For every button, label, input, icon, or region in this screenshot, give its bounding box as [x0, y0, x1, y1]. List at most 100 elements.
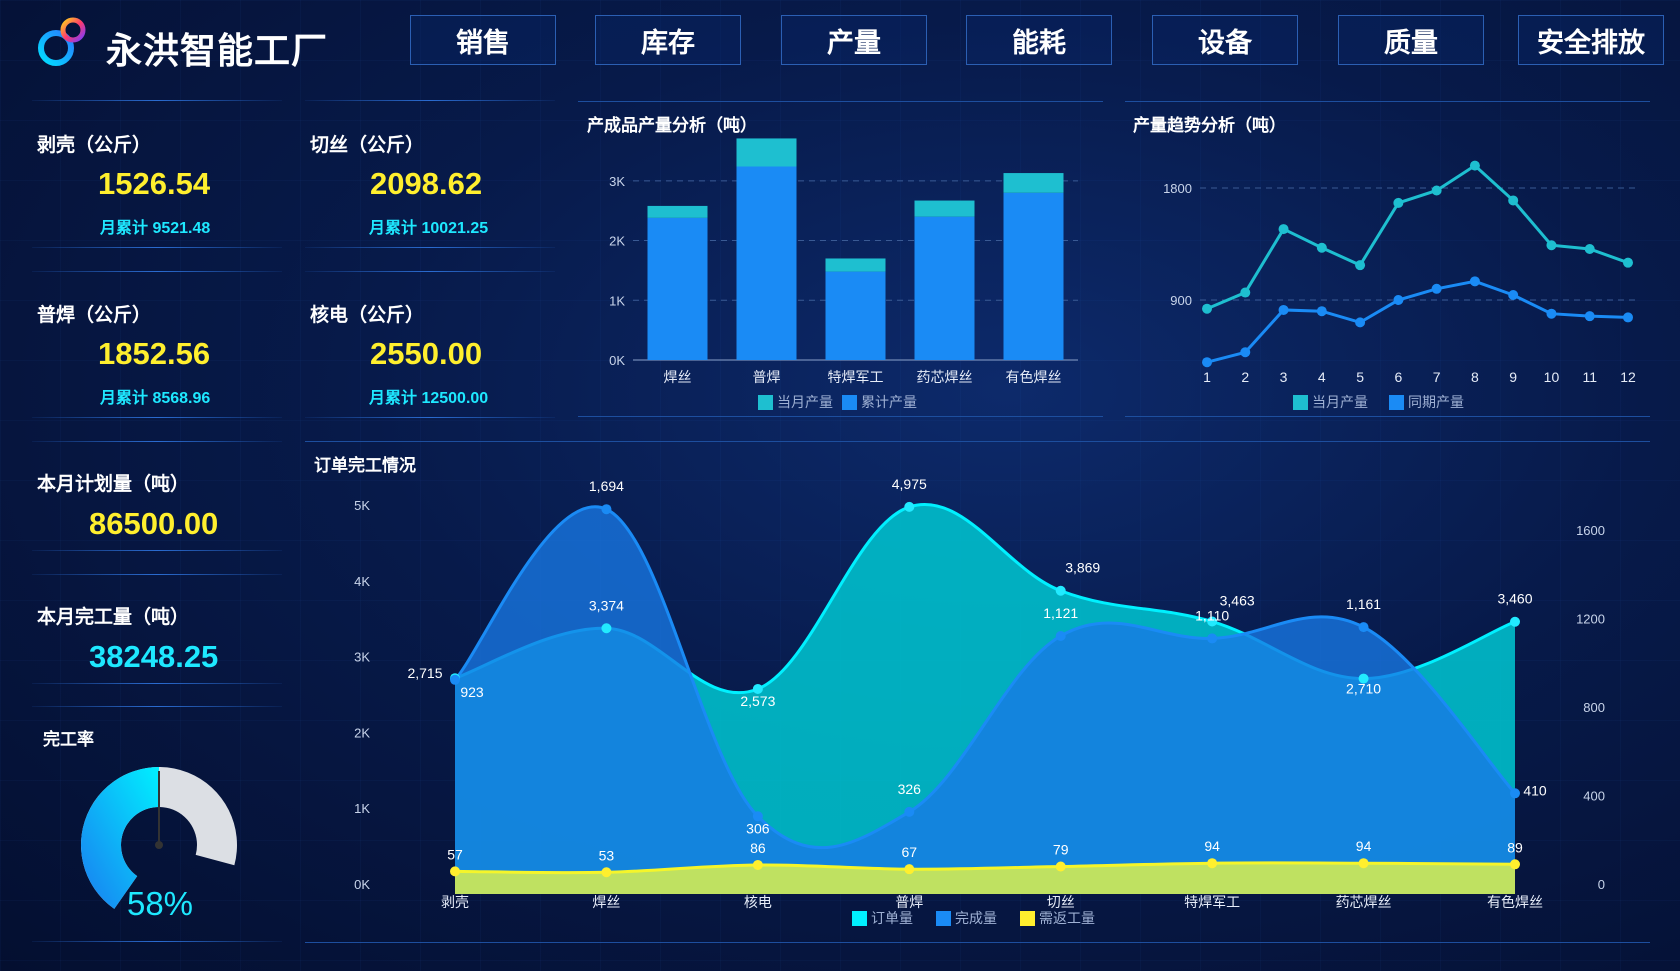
legend-swatch [1020, 911, 1035, 926]
kpi-hedian-sub: 月累计 12500.00 [369, 390, 489, 407]
data-point [1546, 308, 1557, 319]
data-point [1546, 240, 1557, 251]
order-point [752, 683, 763, 694]
order-value-label: 2,573 [740, 693, 775, 709]
rework-value-label: 89 [1507, 839, 1523, 855]
y-tick-label-right: 800 [1583, 700, 1605, 715]
rework-value-label: 94 [1204, 838, 1220, 854]
x-tick-label: 6 [1394, 369, 1402, 385]
order-value-label: 3,460 [1497, 591, 1532, 607]
legend-label: 需返工量 [1039, 910, 1095, 926]
rework-value-label: 53 [599, 847, 615, 863]
done-point [1207, 633, 1218, 644]
bar-cumulative [1003, 192, 1064, 360]
rework-area [455, 862, 1515, 894]
bar-monthly [825, 258, 886, 272]
nav-quality[interactable]: 质量 [1338, 15, 1484, 65]
legend-label: 累计产量 [861, 394, 917, 410]
y-tick-label: 900 [1170, 293, 1192, 308]
order-value-label: 4,975 [892, 476, 927, 492]
area-panel [305, 441, 1650, 943]
area-chart: 0K 1K 2K 3K 4K 5K 0 400 800 1200 1600 2,715 3,374 2,5… [354, 476, 1605, 926]
rework-point [1358, 858, 1369, 869]
kpi-hedian-label: 核电（公斤） [310, 305, 425, 326]
done-point [904, 806, 915, 817]
order-value-label: 2,715 [407, 665, 442, 681]
data-point [1469, 160, 1480, 171]
done-point [450, 674, 460, 685]
kpi-boxing-value: 1526.54 [98, 166, 211, 201]
x-tick-label: 药芯焊丝 [1336, 894, 1392, 910]
done-point [1510, 788, 1520, 799]
data-point [1469, 276, 1480, 287]
legend-label: 当月产量 [1312, 394, 1368, 410]
data-point [1202, 357, 1212, 368]
nav-energy[interactable]: 能耗 [966, 15, 1112, 65]
order-point [1207, 616, 1218, 627]
data-point [1584, 243, 1595, 254]
kpi-hedian-value: 2550.00 [370, 336, 483, 371]
gauge-value: 58% [126, 885, 194, 922]
data-point [1240, 287, 1251, 298]
kpi-boxing-label: 剥壳（公斤） [37, 135, 152, 156]
data-point [1623, 257, 1633, 268]
x-tick-label: 12 [1620, 369, 1636, 385]
nav-output[interactable]: 产量 [781, 15, 927, 65]
kpi-qiesi-value: 2098.62 [370, 166, 483, 201]
data-point [1278, 304, 1289, 315]
nav-safety-emission[interactable]: 安全排放 [1518, 15, 1664, 65]
order-point [1510, 616, 1520, 627]
order-value-label: 3,374 [589, 597, 624, 613]
kpi-done-label: 本月完工量（吨） [37, 607, 190, 628]
legend-label: 同期产量 [1408, 394, 1464, 410]
divider [32, 574, 282, 575]
y-tick-label: 2K [609, 234, 625, 249]
rework-value-label: 94 [1356, 838, 1372, 854]
bar-cumulative [736, 166, 797, 360]
nav-equipment[interactable]: 设备 [1152, 15, 1298, 65]
done-value-label: 1,694 [589, 478, 624, 494]
divider [305, 100, 555, 101]
x-tick-label: 3 [1280, 369, 1288, 385]
nav-sales[interactable]: 销售 [410, 15, 556, 65]
rework-point [450, 866, 460, 877]
legend-label: 订单量 [871, 910, 913, 926]
legend-swatch [842, 395, 857, 410]
y-tick-label: 3K [609, 174, 625, 189]
order-value-label: 3,869 [1065, 560, 1100, 576]
y-tick-label-right: 1600 [1576, 523, 1605, 538]
y-tick-label-left: 5K [354, 498, 370, 513]
data-point [1508, 195, 1519, 206]
line-panel [1125, 101, 1650, 417]
kpi-done-value: 38248.25 [89, 639, 219, 674]
x-tick-label: 特焊军工 [1184, 894, 1240, 910]
done-value-label: 1,161 [1346, 596, 1381, 612]
x-tick-label: 核电 [744, 894, 772, 910]
kpi-puhan-label: 普焊（公斤） [37, 305, 152, 326]
done-value-label: 326 [898, 781, 922, 797]
divider [305, 271, 555, 272]
legend-swatch [1389, 395, 1404, 410]
divider [32, 550, 282, 551]
x-tick-label: 10 [1544, 369, 1560, 385]
order-value-label: 3,463 [1220, 593, 1255, 609]
y-tick-label: 0K [609, 353, 625, 368]
y-tick-label: 1800 [1163, 181, 1192, 196]
series-line [1206, 279, 1629, 364]
nav-inventory[interactable]: 库存 [595, 15, 741, 65]
rework-point [1510, 859, 1520, 870]
data-point [1278, 224, 1289, 235]
y-tick-label-left: 3K [354, 650, 370, 665]
y-tick-label-right: 1200 [1576, 612, 1605, 627]
divider [305, 417, 555, 418]
data-point [1584, 311, 1595, 322]
data-point [1393, 295, 1404, 305]
x-tick-label: 焊丝 [592, 894, 620, 910]
done-value-label: 1,110 [1195, 607, 1229, 623]
area-chart-title: 订单完工情况 [314, 456, 416, 475]
done-value-label: 410 [1523, 782, 1547, 798]
y-tick-label: 1K [609, 293, 625, 308]
done-point [1055, 630, 1066, 641]
